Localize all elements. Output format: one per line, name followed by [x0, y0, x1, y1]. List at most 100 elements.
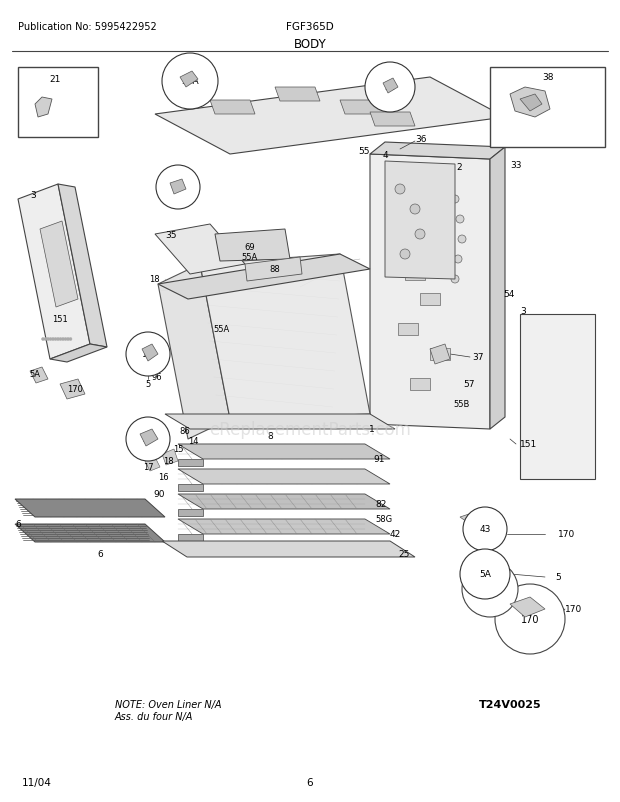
Polygon shape	[40, 221, 78, 308]
Text: 12: 12	[143, 350, 154, 359]
Polygon shape	[178, 460, 203, 467]
Circle shape	[49, 338, 52, 341]
Text: 29: 29	[143, 435, 154, 444]
Circle shape	[46, 338, 50, 341]
Polygon shape	[490, 148, 505, 429]
Text: 33: 33	[510, 160, 521, 169]
Circle shape	[156, 166, 200, 210]
Circle shape	[460, 549, 510, 599]
Polygon shape	[162, 449, 178, 465]
Polygon shape	[430, 349, 450, 361]
Text: 55A: 55A	[213, 325, 229, 334]
Text: 151: 151	[52, 315, 68, 324]
Polygon shape	[390, 184, 410, 196]
Polygon shape	[180, 72, 198, 88]
Polygon shape	[15, 500, 165, 517]
Circle shape	[451, 276, 459, 284]
Circle shape	[495, 585, 565, 654]
Polygon shape	[370, 143, 505, 160]
Text: 2: 2	[456, 164, 462, 172]
Circle shape	[458, 236, 466, 244]
Text: 86: 86	[180, 427, 190, 436]
Text: NOTE: Oven Liner N/A
Ass. du four N/A: NOTE: Oven Liner N/A Ass. du four N/A	[115, 699, 221, 721]
Text: 38: 38	[542, 74, 554, 83]
Text: 5: 5	[555, 573, 560, 581]
Text: 18: 18	[162, 457, 174, 466]
Text: 5A: 5A	[484, 585, 497, 594]
Text: 15: 15	[173, 445, 184, 454]
Polygon shape	[145, 457, 160, 472]
Text: 55: 55	[358, 148, 370, 156]
Circle shape	[463, 508, 507, 551]
Circle shape	[456, 216, 464, 224]
Text: 3: 3	[520, 307, 526, 316]
Polygon shape	[200, 255, 370, 419]
Polygon shape	[383, 79, 398, 94]
Text: 25: 25	[398, 550, 409, 559]
Polygon shape	[245, 257, 302, 282]
Text: 3: 3	[30, 190, 36, 199]
Text: 6: 6	[97, 550, 103, 559]
Text: 14: 14	[188, 437, 198, 446]
Polygon shape	[210, 101, 255, 115]
Circle shape	[64, 338, 67, 341]
Bar	[490, 68, 605, 148]
Circle shape	[61, 338, 64, 341]
Text: 5A: 5A	[30, 370, 40, 379]
Text: 8: 8	[267, 432, 273, 441]
Text: 6: 6	[15, 520, 20, 529]
Circle shape	[126, 418, 170, 461]
Bar	[18, 68, 98, 138]
Text: 11/04: 11/04	[22, 777, 52, 787]
Text: 170: 170	[558, 530, 575, 539]
Polygon shape	[165, 415, 395, 429]
Polygon shape	[510, 88, 550, 118]
Polygon shape	[275, 88, 320, 102]
Polygon shape	[370, 155, 490, 429]
Polygon shape	[370, 113, 415, 127]
Polygon shape	[60, 379, 85, 399]
Text: 151: 151	[520, 440, 538, 449]
Polygon shape	[155, 78, 505, 155]
Polygon shape	[430, 345, 450, 365]
Circle shape	[365, 63, 415, 113]
Polygon shape	[510, 597, 545, 618]
Polygon shape	[398, 323, 418, 335]
Polygon shape	[162, 541, 415, 557]
Text: 17: 17	[143, 463, 153, 472]
Circle shape	[66, 338, 69, 341]
Polygon shape	[178, 469, 390, 484]
Polygon shape	[410, 209, 430, 221]
Text: 30A: 30A	[181, 78, 199, 87]
Circle shape	[454, 256, 462, 264]
Text: 42: 42	[390, 530, 401, 539]
Polygon shape	[155, 225, 245, 274]
Polygon shape	[142, 345, 158, 362]
Polygon shape	[18, 184, 90, 359]
Polygon shape	[405, 269, 425, 281]
Text: 5: 5	[145, 380, 151, 389]
Text: 69: 69	[245, 243, 255, 252]
Text: 18: 18	[149, 275, 160, 284]
Text: 30: 30	[384, 83, 396, 92]
Polygon shape	[468, 555, 500, 577]
Circle shape	[54, 338, 57, 341]
Polygon shape	[215, 229, 290, 261]
Text: 55A: 55A	[242, 253, 258, 262]
Circle shape	[410, 205, 420, 215]
Polygon shape	[158, 255, 370, 300]
Circle shape	[56, 338, 60, 341]
Text: 57: 57	[464, 380, 475, 389]
Polygon shape	[178, 520, 390, 534]
Circle shape	[400, 249, 410, 260]
Circle shape	[44, 338, 47, 341]
Polygon shape	[178, 484, 203, 492]
Text: 21: 21	[50, 75, 61, 84]
Text: 170: 170	[521, 614, 539, 624]
Polygon shape	[178, 509, 203, 516]
Polygon shape	[15, 525, 165, 542]
Polygon shape	[460, 512, 492, 528]
Text: 1: 1	[370, 425, 375, 434]
Text: BODY: BODY	[294, 38, 326, 51]
Polygon shape	[340, 101, 385, 115]
